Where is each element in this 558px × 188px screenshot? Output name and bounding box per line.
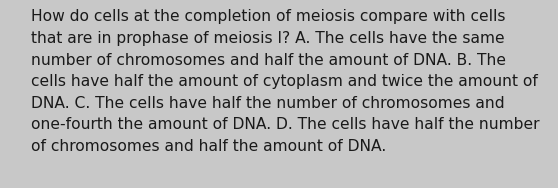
Text: How do cells at the completion of meiosis compare with cells
that are in prophas: How do cells at the completion of meiosi… <box>31 9 539 154</box>
